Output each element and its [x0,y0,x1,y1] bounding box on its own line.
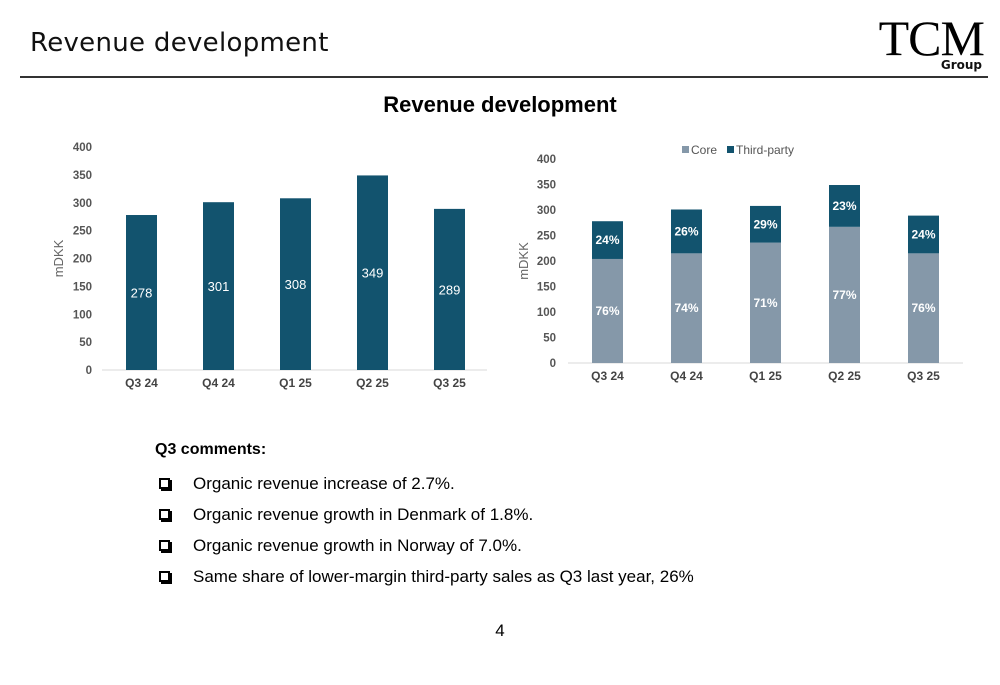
x-tick-label: Q3 25 [433,376,466,390]
bar-core [671,253,702,363]
y-tick-label: 200 [537,256,556,268]
bar-data-label: 308 [285,277,307,292]
bar-data-label-third-party: 24% [595,233,619,247]
legend-swatch [682,146,689,153]
x-tick-label: Q3 24 [591,369,624,383]
bar-third-party [750,205,781,243]
checkbox-bullet-icon [159,540,170,551]
y-tick-label: 350 [73,170,92,182]
y-tick-label: 0 [86,365,92,377]
y-axis-title: mDKK [516,242,531,280]
logo-wordmark: TCM [878,10,985,66]
bar-total [126,215,157,370]
bar-core [750,242,781,363]
comment-text: Organic revenue growth in Denmark of 1.8… [193,504,534,524]
comment-item: Organic revenue growth in Denmark of 1.8… [155,499,694,530]
y-tick-label: 150 [73,281,92,293]
bar-data-label-third-party: 24% [911,227,935,241]
bar-third-party [908,215,939,254]
chart-legend: Core Third-party [682,143,794,157]
comment-text: Same share of lower-margin third-party s… [193,566,694,586]
bar-data-label-core: 71% [753,296,777,310]
y-tick-label: 100 [73,309,92,321]
bar-data-label: 289 [439,282,461,297]
comments-title: Q3 comments: [155,441,267,458]
header-divider [20,76,988,78]
bar-data-label: 278 [131,286,153,301]
bar-data-label-core: 76% [595,304,619,318]
x-tick-label: Q2 25 [828,369,861,383]
checkbox-bullet-icon [159,478,170,489]
bar-third-party [592,221,623,259]
section-title: Revenue development [383,92,617,117]
x-tick-label: Q4 24 [670,369,703,383]
y-tick-label: 200 [73,254,92,266]
bar-data-label-core: 76% [911,301,935,315]
comment-item: Organic revenue growth in Norway of 7.0%… [155,530,694,561]
bar-total [434,208,465,370]
y-axis-title: mDKK [51,239,66,277]
y-tick-label: 400 [537,154,556,166]
y-tick-label: 250 [537,231,556,243]
bar-third-party [829,185,860,227]
y-tick-label: 100 [537,307,556,319]
comment-item: Same share of lower-margin third-party s… [155,561,694,592]
x-tick-label: Q4 24 [202,376,235,390]
revenue-split-chart: 0 50 100 150 200 250 300 350 400 Q3 24 Q4 24 Q1 25 Q… [516,143,963,383]
y-tick-label: 50 [79,337,92,349]
y-tick-label: 400 [73,142,92,154]
x-tick-label: Q3 24 [125,376,158,390]
y-tick-label: 50 [543,333,556,345]
bar-core [829,226,860,363]
bar-data-label-third-party: 23% [832,199,856,213]
x-tick-label: Q3 25 [907,369,940,383]
checkbox-bullet-icon [159,509,170,520]
legend-swatch [727,146,734,153]
company-logo: TCM Group [878,10,985,72]
bar-data-label-core: 74% [674,301,698,315]
y-tick-label: 0 [550,358,556,370]
bar-data-label-third-party: 26% [674,224,698,238]
x-tick-label: Q2 25 [356,376,389,390]
bar-core [592,258,623,363]
bar-data-label: 301 [208,279,230,294]
slide-title: Revenue development [30,28,329,58]
y-tick-label: 150 [537,282,556,294]
bar-core [908,253,939,363]
y-tick-label: 300 [73,198,92,210]
checkbox-bullet-icon [159,571,170,582]
legend-label: Core [691,143,717,157]
bar-total [357,175,388,370]
q3-comments: Q3 comments: Organic revenue increase of… [155,441,694,592]
bar-total [203,202,234,370]
logo-subtitle: Group [940,58,982,72]
page-number: 4 [495,621,505,640]
comment-text: Organic revenue increase of 2.7%. [193,473,455,493]
comment-text: Organic revenue growth in Norway of 7.0%… [193,535,522,555]
bar-total [280,198,311,370]
y-tick-label: 300 [537,205,556,217]
y-tick-label: 250 [73,226,92,238]
bar-data-label-core: 77% [832,288,856,302]
legend-label: Third-party [736,143,794,157]
bar-third-party [671,209,702,254]
x-tick-label: Q1 25 [279,376,312,390]
bar-data-label: 349 [362,266,384,281]
x-tick-label: Q1 25 [749,369,782,383]
bar-data-label-third-party: 29% [753,217,777,231]
total-revenue-chart: 0 50 100 150 200 250 300 350 400 Q3 24 Q4 24 Q1 25 Q… [51,142,487,390]
comment-item: Organic revenue increase of 2.7%. [155,468,694,499]
y-tick-label: 350 [537,180,556,192]
